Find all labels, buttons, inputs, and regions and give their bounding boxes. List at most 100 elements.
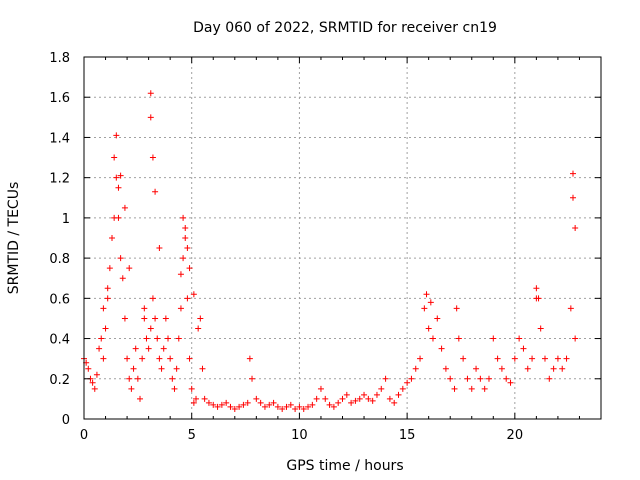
- data-point: [126, 265, 133, 272]
- data-point: [317, 385, 324, 392]
- data-point: [143, 335, 150, 342]
- data-point: [117, 172, 124, 179]
- data-point: [104, 295, 111, 302]
- data-point: [412, 365, 419, 372]
- data-point: [205, 399, 212, 406]
- y-tick-label: 1.8: [49, 51, 70, 66]
- data-point: [91, 385, 98, 392]
- data-point: [434, 315, 441, 322]
- data-point: [115, 214, 122, 221]
- data-point: [451, 385, 458, 392]
- data-point: [175, 335, 182, 342]
- data-point: [408, 375, 415, 382]
- data-point: [210, 401, 217, 408]
- data-point: [195, 325, 202, 332]
- data-point: [156, 355, 163, 362]
- data-point: [516, 335, 523, 342]
- data-point: [152, 315, 159, 322]
- data-point: [279, 405, 286, 412]
- data-point: [529, 355, 536, 362]
- data-point: [177, 271, 184, 278]
- data-point: [296, 403, 303, 410]
- data-point: [223, 399, 230, 406]
- data-point: [128, 385, 135, 392]
- data-point: [104, 285, 111, 292]
- data-point: [162, 315, 169, 322]
- data-point: [274, 403, 281, 410]
- y-tick-label: 1: [62, 212, 70, 227]
- data-point: [455, 335, 462, 342]
- data-point: [240, 401, 247, 408]
- data-point: [214, 403, 221, 410]
- data-point: [160, 345, 167, 352]
- data-point: [167, 355, 174, 362]
- data-point: [425, 325, 432, 332]
- data-point: [154, 335, 161, 342]
- data-point: [231, 405, 238, 412]
- data-point: [330, 403, 337, 410]
- data-point: [102, 325, 109, 332]
- data-point: [559, 365, 566, 372]
- data-point: [246, 355, 253, 362]
- data-point: [134, 375, 141, 382]
- data-point: [391, 399, 398, 406]
- data-point: [535, 295, 542, 302]
- data-point: [124, 355, 131, 362]
- data-point: [257, 399, 264, 406]
- data-point: [554, 355, 561, 362]
- data-point: [165, 335, 172, 342]
- data-point: [378, 385, 385, 392]
- data-point: [141, 315, 148, 322]
- data-point: [352, 397, 359, 404]
- data-point: [169, 375, 176, 382]
- data-point: [111, 154, 118, 161]
- data-point: [343, 391, 350, 398]
- data-point: [404, 379, 411, 386]
- data-point: [96, 345, 103, 352]
- data-point: [184, 245, 191, 252]
- data-point: [546, 375, 553, 382]
- data-point: [438, 345, 445, 352]
- data-point: [382, 375, 389, 382]
- x-tick-label: 20: [507, 428, 524, 443]
- data-point: [322, 395, 329, 402]
- data-point: [132, 345, 139, 352]
- data-point: [85, 365, 92, 372]
- y-tick-label: 0.4: [49, 333, 70, 348]
- data-point: [141, 305, 148, 312]
- data-point: [184, 295, 191, 302]
- data-point: [468, 385, 475, 392]
- ticks-layer: [83, 56, 601, 420]
- data-point: [100, 305, 107, 312]
- data-point: [152, 188, 159, 195]
- data-point: [199, 365, 206, 372]
- data-point: [130, 365, 137, 372]
- chart-title: Day 060 of 2022, SRMTID for receiver cn1…: [193, 20, 497, 36]
- data-point: [182, 235, 189, 241]
- data-point: [182, 224, 189, 231]
- data-point: [177, 305, 184, 312]
- data-point: [524, 365, 531, 372]
- data-point: [253, 395, 260, 402]
- data-point: [147, 114, 154, 121]
- data-point: [326, 401, 333, 408]
- data-point: [442, 365, 449, 372]
- data-point: [93, 371, 100, 378]
- data-point: [569, 170, 576, 177]
- data-point: [477, 375, 484, 382]
- data-point: [139, 355, 146, 362]
- data-point: [569, 194, 576, 201]
- data-point: [266, 401, 273, 408]
- y-tick-label: 1.4: [49, 131, 70, 146]
- y-tick-label: 0: [62, 413, 70, 428]
- x-tick-label: 0: [80, 428, 88, 443]
- x-tick-label: 15: [399, 428, 416, 443]
- y-tick-label: 1.2: [49, 172, 70, 187]
- y-tick-label: 0.2: [49, 373, 70, 388]
- data-point: [156, 245, 163, 252]
- data-point: [261, 403, 268, 410]
- data-point: [188, 385, 195, 392]
- data-point: [365, 395, 372, 402]
- data-point: [121, 204, 128, 211]
